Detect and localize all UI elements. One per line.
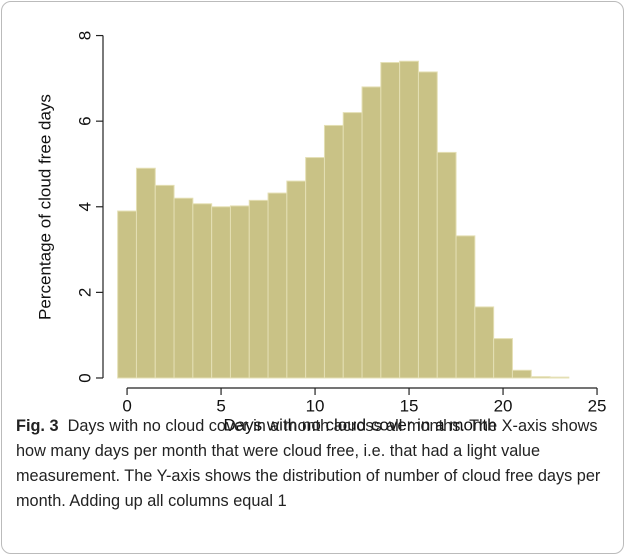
x-tick-label: 0 [122,396,131,415]
x-tick-label: 25 [588,396,607,415]
x-tick-label: 15 [400,396,419,415]
bar [192,203,213,379]
bar [267,192,288,379]
bar [248,199,269,379]
bar [436,151,457,379]
y-tick-label: 0 [75,373,94,382]
caption-text: Days with no cloud cover in a month acro… [16,417,601,510]
bar [474,306,495,379]
x-axis-title: Days with no cloud cover in a month [223,415,496,434]
bar [455,235,476,379]
caption-label: Fig. 3 [16,417,59,435]
y-tick-label: 8 [75,31,94,40]
y-tick-label: 6 [75,116,94,125]
y-axis-title: Percentage of cloud free days [35,94,54,320]
bar [286,180,307,379]
bar [135,167,156,379]
bar [305,157,325,379]
bar [493,338,513,379]
bar [361,86,382,379]
y-tick-label: 4 [75,202,94,211]
x-tick-label: 10 [306,396,325,415]
caption: Fig. 3 Days with no cloud cover in a mon… [16,414,614,514]
chart: Days with no cloud cover in a month Perc… [35,31,607,435]
bar [530,376,551,379]
bar [417,71,438,379]
bar [211,206,231,379]
bar [117,210,137,379]
bar [154,184,175,379]
bar [380,62,401,379]
bar [511,369,532,379]
bar [342,112,363,379]
x-tick-label: 5 [216,396,225,415]
x-tick-label: 20 [494,396,513,415]
bar [323,124,344,379]
bar [173,197,194,379]
bar [549,376,570,379]
bar [399,60,419,379]
bar [229,205,250,379]
y-tick-label: 2 [75,288,94,297]
